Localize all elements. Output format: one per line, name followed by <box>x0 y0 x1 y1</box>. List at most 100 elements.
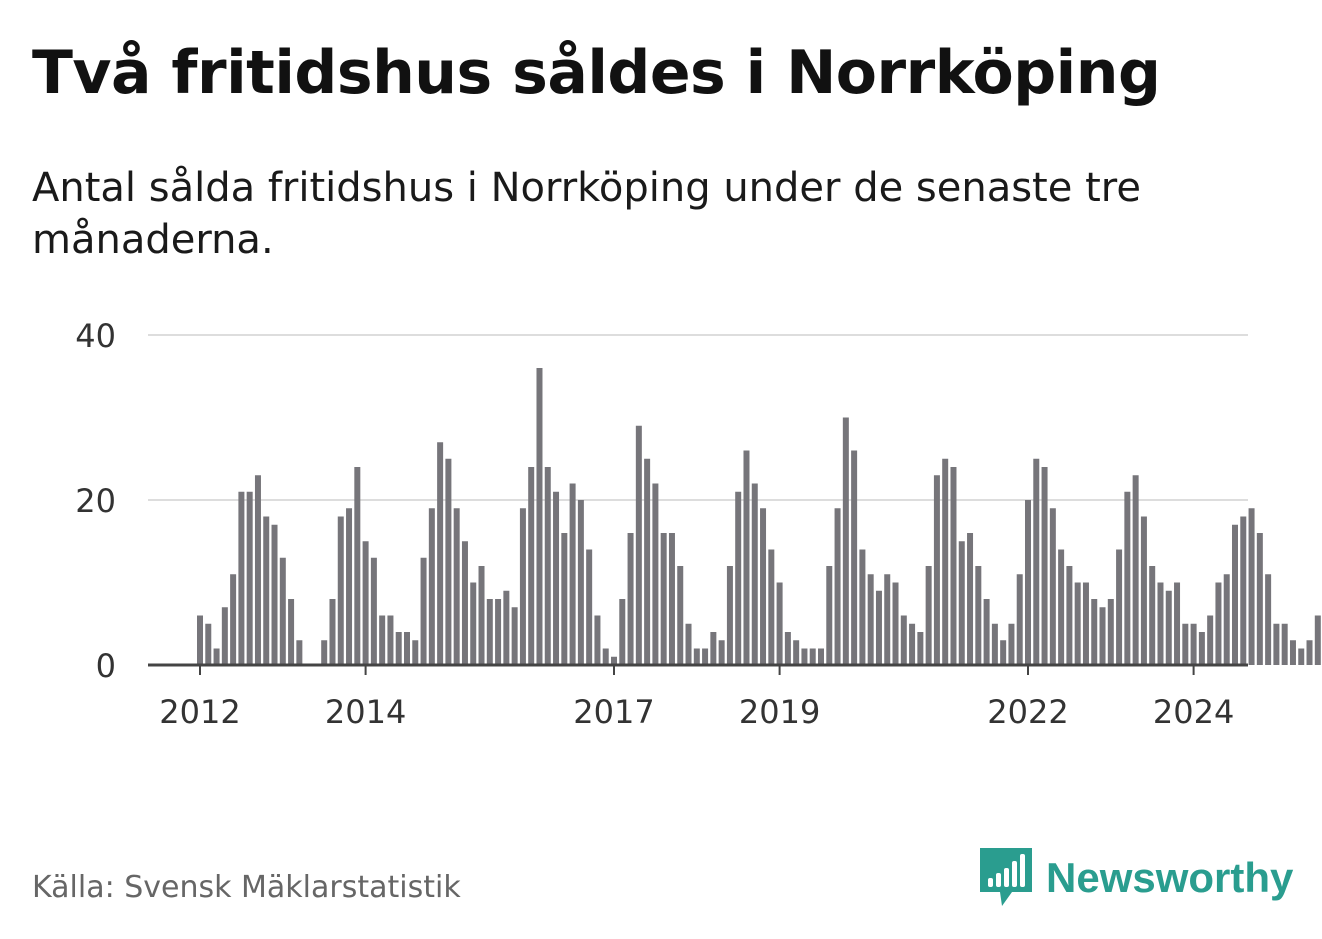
bar <box>1124 491 1131 665</box>
bar <box>486 599 493 665</box>
bar <box>1273 623 1280 665</box>
x-tick-label: 2017 <box>573 693 654 731</box>
bar <box>329 599 336 665</box>
bar <box>213 648 220 665</box>
bar <box>619 599 626 665</box>
bar <box>751 483 758 665</box>
bar <box>544 467 551 665</box>
bar <box>635 425 642 665</box>
bar <box>793 640 800 665</box>
bar <box>743 450 750 665</box>
bar <box>975 566 982 665</box>
bar <box>511 607 518 665</box>
bar <box>958 541 965 665</box>
newsworthy-logo-icon <box>980 848 1032 906</box>
bar <box>1033 458 1040 665</box>
bar <box>917 632 924 665</box>
bar <box>611 656 617 665</box>
bar <box>495 599 502 665</box>
bar <box>660 533 667 665</box>
bar <box>420 557 427 665</box>
bar <box>1016 574 1023 665</box>
bar <box>735 491 742 665</box>
x-tick-label: 2014 <box>325 693 406 731</box>
bar <box>221 607 228 665</box>
bar <box>536 368 543 665</box>
bar <box>445 458 452 665</box>
bar <box>1174 582 1181 665</box>
bar <box>1066 566 1073 665</box>
bar <box>1107 599 1114 665</box>
bar <box>1074 582 1081 665</box>
x-tick-label: 2022 <box>987 693 1068 731</box>
brand-name: Newsworthy <box>1046 854 1294 901</box>
bar <box>884 574 891 665</box>
x-tick-label: 2024 <box>1153 693 1234 731</box>
bar <box>710 632 717 665</box>
bar <box>726 566 733 665</box>
bar <box>346 508 353 665</box>
bar <box>1232 524 1238 665</box>
bar <box>1116 549 1123 665</box>
bar <box>1198 632 1205 665</box>
bar <box>1025 500 1031 665</box>
bar <box>677 566 684 665</box>
bar <box>892 582 899 665</box>
bar <box>652 483 659 665</box>
bar <box>528 467 535 665</box>
bar <box>387 615 394 665</box>
bar <box>379 615 386 665</box>
bar <box>1240 516 1247 665</box>
bar <box>1149 566 1156 665</box>
bar <box>1281 623 1288 665</box>
bar <box>1306 640 1313 665</box>
bar <box>1049 508 1056 665</box>
bar <box>1157 582 1164 665</box>
bar <box>702 648 709 665</box>
bar <box>254 475 261 665</box>
bar <box>1132 475 1139 665</box>
bar <box>1041 467 1048 665</box>
bar <box>809 648 816 665</box>
bar <box>453 508 460 665</box>
bar <box>197 615 203 665</box>
bar <box>1289 640 1296 665</box>
bar <box>627 533 634 665</box>
bar <box>900 615 907 665</box>
bar <box>1256 533 1263 665</box>
bar <box>1082 582 1089 665</box>
bar <box>818 648 824 665</box>
bar <box>925 566 932 665</box>
bar <box>834 508 841 665</box>
bar <box>553 491 560 665</box>
bar <box>867 574 874 665</box>
bar <box>950 467 957 665</box>
bar <box>1223 574 1230 665</box>
bar <box>503 590 510 665</box>
bar <box>776 582 783 665</box>
bar <box>668 533 675 665</box>
source-note: Källa: Svensk Mäklarstatistik <box>32 870 461 905</box>
bar <box>983 599 990 665</box>
newsworthy-logo: Newsworthy <box>980 848 1293 908</box>
bar-chart: 020402012201420172019202220242 <box>75 317 1321 731</box>
bar <box>784 632 791 665</box>
bar <box>246 491 253 665</box>
bar <box>354 467 361 665</box>
bar <box>404 632 410 665</box>
bar <box>801 648 808 665</box>
bar <box>594 615 601 665</box>
bar <box>851 450 858 665</box>
bar <box>271 524 278 665</box>
bar <box>230 574 237 665</box>
bar <box>470 582 477 665</box>
bar <box>1207 615 1214 665</box>
bar <box>337 516 344 665</box>
bar <box>395 632 402 665</box>
bar <box>768 549 775 665</box>
bar <box>942 458 949 665</box>
y-tick-label: 20 <box>75 482 116 520</box>
bar <box>461 541 468 665</box>
bar <box>718 640 725 665</box>
bar <box>909 623 916 665</box>
